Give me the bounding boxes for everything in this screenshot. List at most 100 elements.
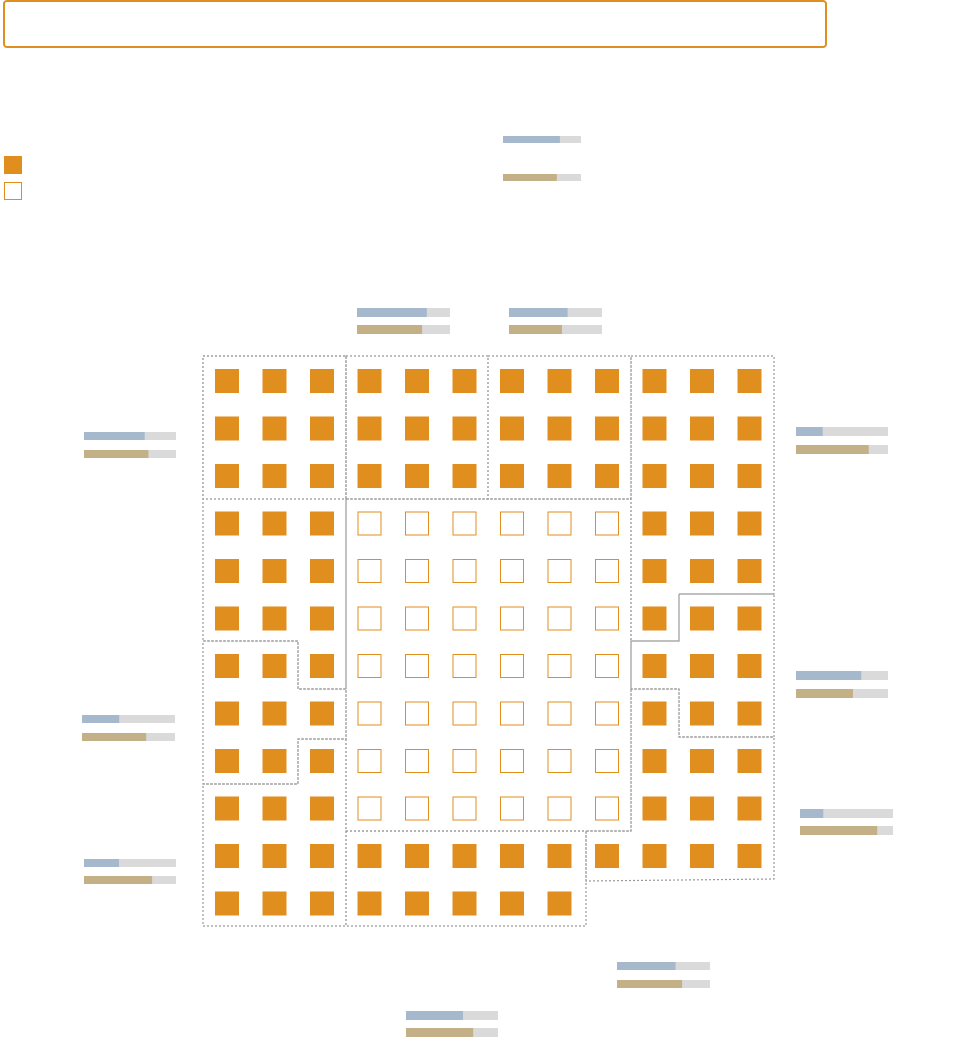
region-outlines: [202, 355, 775, 927]
search-input[interactable]: [3, 0, 827, 48]
empty-tile: [595, 559, 619, 583]
filled-tile: [310, 891, 334, 916]
empty-tile: [595, 511, 619, 536]
filled-tile: [215, 749, 239, 773]
bar-fill-blue: [796, 427, 823, 436]
empty-tile: [547, 606, 572, 631]
empty-tile: [547, 749, 572, 773]
empty-tile: [452, 654, 477, 678]
filled-tile: [595, 369, 619, 393]
empty-tile: [405, 606, 429, 631]
filled-tile: [357, 891, 382, 916]
bar-fill-blue: [503, 136, 560, 143]
empty-tile: [547, 654, 572, 678]
filled-tile: [690, 464, 714, 488]
bar-track: [84, 859, 176, 867]
bar-fill-blue: [509, 308, 568, 317]
filled-tile: [737, 844, 762, 868]
bar-pair-left-upper-region: [84, 432, 176, 458]
filled-tile: [737, 511, 762, 536]
filled-tile: [737, 369, 762, 393]
filled-tile: [737, 416, 762, 441]
filled-tile: [737, 749, 762, 773]
filled-tile: [690, 416, 714, 441]
empty-tile: [500, 796, 524, 821]
empty-tile: [500, 511, 524, 536]
bar-fill-tan: [796, 689, 853, 698]
filled-tile: [262, 891, 287, 916]
filled-tile: [642, 511, 667, 536]
empty-tile: [547, 796, 572, 821]
empty-tile: [357, 511, 382, 536]
empty-tile: [357, 701, 382, 726]
filled-tile: [215, 369, 239, 393]
bar-fill-blue: [84, 432, 145, 440]
filled-tile: [262, 701, 287, 726]
filled-tile: [547, 369, 572, 393]
region-bottom: [345, 830, 587, 927]
filled-tile: [405, 416, 429, 441]
empty-tile: [500, 749, 524, 773]
filled-tile: [310, 559, 334, 583]
filled-tile: [642, 369, 667, 393]
filled-tile: [452, 844, 477, 868]
filled-tile: [215, 844, 239, 868]
empty-tile: [405, 654, 429, 678]
bar-pair-right-middle-region: [796, 671, 888, 698]
filled-tile: [215, 606, 239, 631]
empty-tile: [357, 559, 382, 583]
bar-fill-tan: [800, 826, 878, 835]
bar-pair-top-left-region: [357, 308, 450, 334]
filled-tile: [262, 844, 287, 868]
filled-tile: [405, 844, 429, 868]
filled-tile: [737, 796, 762, 821]
bar-fill-blue: [82, 715, 120, 723]
empty-tile: [357, 796, 382, 821]
filled-tile: [595, 844, 619, 868]
filled-tile: [262, 654, 287, 678]
empty-tile: [500, 701, 524, 726]
bar-fill-blue: [357, 308, 427, 317]
filled-tile: [690, 844, 714, 868]
filled-tile: [500, 844, 524, 868]
empty-tile: [452, 511, 477, 536]
filled-tile: [547, 844, 572, 868]
bar-pair-bottom-right-region: [617, 962, 710, 988]
bar-fill-tan: [503, 174, 557, 181]
filled-tile: [690, 796, 714, 821]
filled-tile: [215, 891, 239, 916]
bar-fill-blue: [617, 962, 676, 970]
empty-tile: [595, 796, 619, 821]
filled-tile: [500, 416, 524, 441]
empty-tile: [595, 606, 619, 631]
region-right-lower: [585, 688, 775, 882]
filled-tile: [405, 891, 429, 916]
filled-tile: [262, 416, 287, 441]
empty-tile: [405, 701, 429, 726]
empty-tile: [452, 701, 477, 726]
empty-tile: [500, 654, 524, 678]
bar-pair-legend-key: [503, 136, 581, 181]
filled-tile: [547, 464, 572, 488]
empty-tile: [452, 559, 477, 583]
filled-tile: [310, 796, 334, 821]
filled-tile: [262, 369, 287, 393]
bar-pair-top-right-region: [509, 308, 602, 334]
filled-tile: [310, 606, 334, 631]
filled-tile: [262, 511, 287, 536]
bar-fill-blue: [406, 1011, 463, 1020]
filled-tile: [452, 464, 477, 488]
filled-tile: [642, 654, 667, 678]
filled-tile: [215, 416, 239, 441]
filled-tile: [262, 464, 287, 488]
filled-tile: [405, 464, 429, 488]
region-left-upper: [202, 355, 347, 690]
filled-tile: [737, 654, 762, 678]
region-center: [345, 498, 632, 832]
tile-grid: [215, 369, 762, 916]
filled-tile: [215, 654, 239, 678]
bar-fill-tan: [357, 325, 423, 334]
filled-tile: [452, 891, 477, 916]
filled-tile: [310, 844, 334, 868]
